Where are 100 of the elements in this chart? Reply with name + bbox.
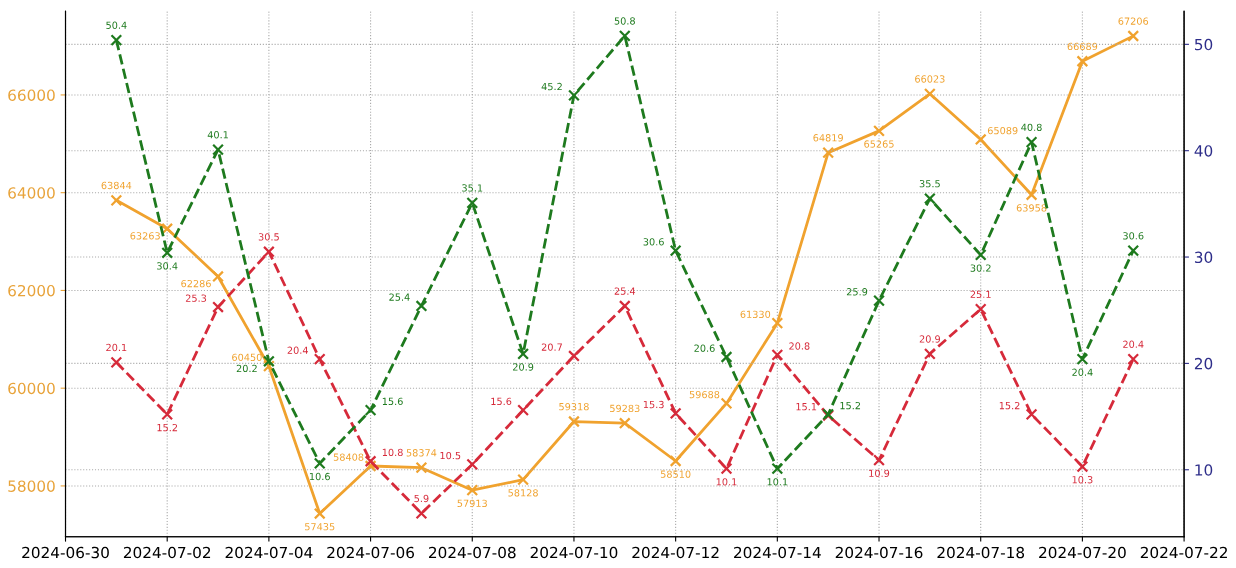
point xyxy=(1076,55,1089,68)
point xyxy=(466,196,479,209)
x-tick-label: 2024-07-18 xyxy=(937,546,1025,559)
data-label: 59283 xyxy=(610,404,640,413)
point xyxy=(415,507,428,520)
data-label: 20.9 xyxy=(513,363,534,371)
point xyxy=(466,458,479,471)
x-tick-label: 2024-07-06 xyxy=(327,546,415,559)
data-label: 62286 xyxy=(181,279,211,288)
x-tick-label: 2024-06-30 xyxy=(22,546,109,559)
point xyxy=(923,87,936,100)
data-label: 59318 xyxy=(559,402,589,411)
data-label: 57913 xyxy=(457,499,487,507)
point xyxy=(618,417,631,430)
data-label: 58408 xyxy=(333,453,364,461)
y-tick-label: 62000 xyxy=(8,284,55,297)
y2-tick-label: 50 xyxy=(1194,38,1213,51)
data-label: 10.1 xyxy=(767,478,788,486)
point xyxy=(313,353,326,366)
data-label: 15.6 xyxy=(491,397,512,406)
data-label: 58374 xyxy=(406,449,437,457)
data-label: 15.2 xyxy=(157,423,178,432)
data-label: 20.9 xyxy=(919,335,941,343)
data-label: 30.6 xyxy=(643,238,664,246)
point xyxy=(1127,30,1140,42)
data-label: 20.7 xyxy=(541,343,562,351)
data-label: 63263 xyxy=(130,232,160,240)
point xyxy=(974,303,987,316)
point xyxy=(212,143,225,156)
point xyxy=(771,317,784,330)
x-tick-label: 2024-07-08 xyxy=(428,546,516,559)
x-tick-label: 2024-07-16 xyxy=(835,546,923,559)
point xyxy=(720,351,733,363)
data-label: 20.8 xyxy=(789,342,810,350)
point xyxy=(1076,460,1089,473)
data-label: 15.2 xyxy=(840,401,861,410)
point xyxy=(567,349,580,362)
data-label: 25.3 xyxy=(185,294,207,302)
data-label: 61330 xyxy=(740,310,771,318)
data-label: 66023 xyxy=(915,75,945,83)
data-label: 50.4 xyxy=(106,21,127,29)
point xyxy=(415,461,428,474)
point xyxy=(110,356,123,369)
point xyxy=(567,415,580,428)
point xyxy=(822,146,835,159)
point xyxy=(873,294,885,307)
x-tick-label: 2024-07-12 xyxy=(632,546,719,559)
data-label: 30.2 xyxy=(970,264,991,272)
data-label: 58128 xyxy=(508,489,538,497)
data-label: 10.8 xyxy=(382,448,403,457)
point xyxy=(923,192,936,205)
y2-tick-label: 40 xyxy=(1194,145,1213,157)
data-label: 63958 xyxy=(1016,204,1047,212)
data-label: 57435 xyxy=(305,523,335,531)
data-label: 10.9 xyxy=(869,469,890,477)
point xyxy=(517,347,530,360)
point xyxy=(567,89,580,102)
data-label: 40.1 xyxy=(207,131,228,139)
data-label: 65265 xyxy=(864,140,894,148)
point xyxy=(1025,188,1038,201)
point xyxy=(1127,353,1140,366)
point xyxy=(212,301,225,313)
point xyxy=(364,455,377,468)
data-label: 66689 xyxy=(1067,42,1098,51)
data-label: 25.4 xyxy=(614,287,636,295)
point xyxy=(618,300,631,312)
y-tick-label: 64000 xyxy=(8,187,55,199)
point xyxy=(771,462,784,475)
point xyxy=(873,124,885,137)
point xyxy=(212,270,225,283)
data-label: 63844 xyxy=(101,181,132,190)
point xyxy=(923,347,936,360)
x-tick-label: 2024-07-14 xyxy=(734,546,821,559)
point xyxy=(669,455,682,467)
data-label: 5.9 xyxy=(414,494,429,503)
data-label: 30.5 xyxy=(258,233,279,241)
data-label: 10.1 xyxy=(716,478,737,486)
point xyxy=(364,460,377,472)
data-label: 20.4 xyxy=(287,346,309,354)
y2-tick-label: 10 xyxy=(1195,464,1213,476)
point xyxy=(364,404,377,417)
point xyxy=(1076,353,1089,366)
point xyxy=(669,244,682,257)
data-label: 20.1 xyxy=(106,343,127,352)
data-label: 10.6 xyxy=(309,472,330,481)
y-tick-label: 66000 xyxy=(8,89,55,101)
point xyxy=(771,348,784,361)
point xyxy=(110,194,123,207)
data-label: 25.4 xyxy=(389,293,410,301)
data-label: 67206 xyxy=(1118,17,1149,25)
data-label: 20.4 xyxy=(1123,340,1144,348)
x-tick-label: 2024-07-04 xyxy=(225,546,313,559)
point xyxy=(262,245,275,258)
point xyxy=(161,246,174,259)
point xyxy=(161,408,174,421)
x-tick-label: 2024-07-22 xyxy=(1140,546,1227,559)
data-label: 25.9 xyxy=(846,288,868,296)
y2-tick-label: 20 xyxy=(1194,357,1213,370)
point xyxy=(517,473,530,486)
point xyxy=(618,29,631,42)
